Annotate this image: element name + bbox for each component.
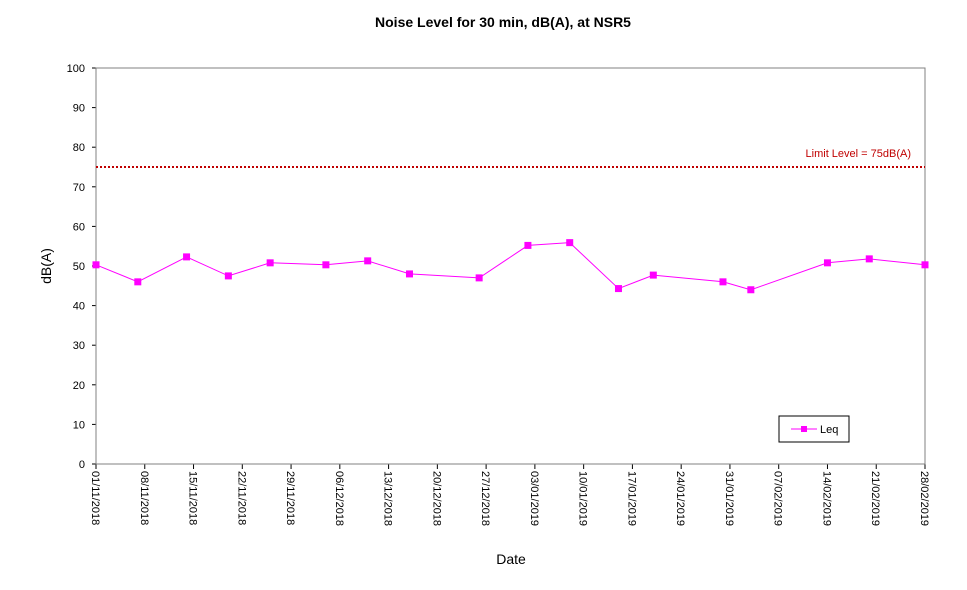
- series-markers-leq: [92, 239, 929, 294]
- y-tick-label: 0: [79, 459, 85, 471]
- data-point: [134, 278, 142, 286]
- data-point: [405, 270, 413, 278]
- x-tick-label: 29/11/2018: [284, 471, 296, 525]
- data-point: [649, 271, 657, 279]
- x-tick-label: 06/12/2018: [333, 471, 345, 526]
- y-tick-label: 30: [73, 340, 85, 352]
- legend-marker-leq: [801, 426, 807, 432]
- y-tick-label: 20: [73, 380, 85, 392]
- x-tick-label: 13/12/2018: [382, 471, 394, 526]
- y-tick-label: 10: [73, 419, 85, 431]
- x-tick-label: 14/02/2019: [820, 471, 832, 526]
- x-axis-label: Date: [496, 551, 526, 567]
- y-tick-label: 100: [67, 63, 85, 75]
- data-point: [475, 274, 483, 282]
- data-point: [266, 259, 274, 267]
- y-tick-label: 40: [73, 301, 85, 313]
- x-tick-label: 07/02/2019: [772, 471, 784, 526]
- data-point: [92, 261, 100, 269]
- data-point: [524, 241, 532, 249]
- x-tick-label: 28/02/2019: [918, 471, 930, 526]
- x-tick-label: 15/11/2018: [187, 471, 199, 525]
- x-tick-label: 08/11/2018: [138, 471, 150, 525]
- data-point: [614, 285, 622, 293]
- x-axis-ticks: 01/11/2018 08/11/2018 15/11/2018 22/11/2018…: [89, 464, 930, 526]
- x-tick-label: 20/12/2018: [430, 471, 442, 526]
- data-point: [566, 239, 574, 247]
- y-tick-label: 60: [73, 221, 85, 233]
- x-tick-label: 27/12/2018: [479, 471, 491, 526]
- series-line-leq: [95, 242, 926, 291]
- chart-title: Noise Level for 30 min, dB(A), at NSR5: [375, 14, 631, 30]
- plot-area: [95, 67, 926, 465]
- y-tick-label: 90: [73, 103, 85, 115]
- x-tick-label: 22/11/2018: [235, 471, 247, 525]
- y-axis-label: dB(A): [38, 248, 54, 284]
- x-tick-label: 21/02/2019: [869, 471, 881, 526]
- x-tick-label: 17/01/2019: [625, 471, 637, 526]
- data-point: [364, 257, 372, 265]
- x-tick-label: 01/11/2018: [89, 471, 101, 525]
- data-point: [224, 272, 232, 280]
- x-tick-label: 24/01/2019: [674, 471, 686, 526]
- x-tick-label: 31/01/2019: [723, 471, 735, 526]
- data-point: [322, 261, 330, 269]
- x-tick-label: 03/01/2019: [528, 471, 540, 526]
- y-axis-ticks: 0 10 20 30 40 50 60 70 80 90 100: [67, 63, 96, 471]
- legend-label-leq: Leq: [820, 424, 838, 436]
- y-tick-label: 80: [73, 142, 85, 154]
- data-point: [823, 259, 831, 267]
- data-point: [865, 255, 873, 263]
- data-point: [719, 278, 727, 286]
- data-point: [747, 286, 755, 294]
- data-point: [183, 253, 191, 261]
- legend: Leq: [778, 415, 850, 443]
- y-tick-label: 50: [73, 261, 85, 273]
- x-tick-label: 10/01/2019: [577, 471, 589, 526]
- limit-label: Limit Level = 75dB(A): [806, 148, 911, 160]
- data-point: [921, 261, 929, 269]
- y-tick-label: 70: [73, 182, 85, 194]
